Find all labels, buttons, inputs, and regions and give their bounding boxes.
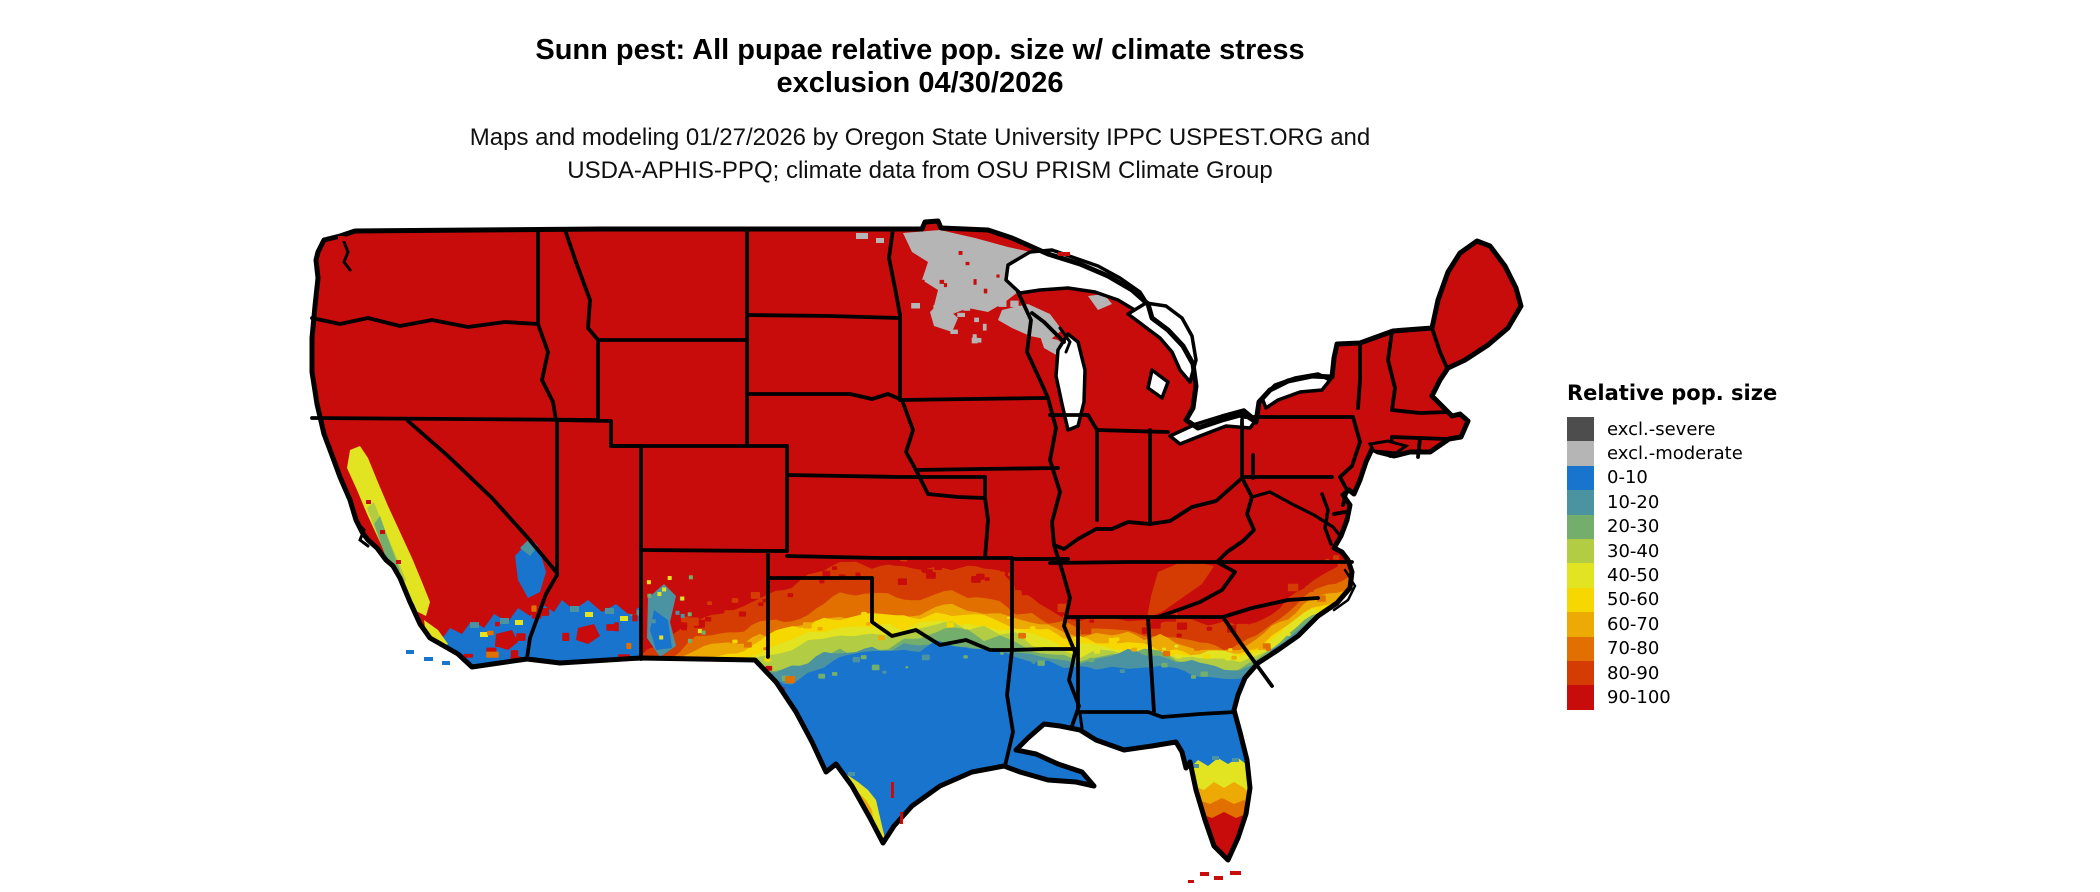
legend-label: 70-80 xyxy=(1607,638,1660,660)
legend-item: 20-30 xyxy=(1567,514,1777,539)
legend-swatch xyxy=(1567,417,1594,442)
page-subtitle-line1: Maps and modeling 01/27/2026 by Oregon S… xyxy=(469,124,1371,151)
channel-islands xyxy=(424,657,433,661)
legend-swatch xyxy=(1567,514,1594,539)
potomac-river xyxy=(1250,490,1343,539)
isle-royale xyxy=(1058,252,1070,256)
legend-label: excl.-severe xyxy=(1607,418,1716,440)
green-bay xyxy=(1058,326,1072,354)
page-title-line2: exclusion 04/30/2026 xyxy=(776,67,1064,99)
legend-item: 40-50 xyxy=(1567,563,1777,588)
legend-label: 60-70 xyxy=(1607,613,1660,635)
legend-swatch xyxy=(1567,490,1594,515)
islands xyxy=(338,236,1410,883)
florida-keys xyxy=(1230,871,1241,875)
legend-item: 90-100 xyxy=(1567,685,1777,710)
legend-label: 50-60 xyxy=(1607,589,1660,611)
legend-swatch xyxy=(1567,538,1594,564)
legend-item: excl.-severe xyxy=(1567,417,1777,442)
chesapeake-bay xyxy=(1320,492,1333,546)
legend-swatch xyxy=(1567,660,1594,686)
lake-huron-thumb-gap xyxy=(1146,368,1170,400)
legend-item: 30-40 xyxy=(1567,538,1777,564)
page-title-line1: Sunn pest: All pupae relative pop. size … xyxy=(535,34,1305,66)
legend-item: 0-10 xyxy=(1567,465,1777,491)
florida-keys xyxy=(1200,872,1209,876)
state-borders xyxy=(310,227,1450,768)
page-subtitle-line2: USDA-APHIS-PPQ; climate data from OSU PR… xyxy=(567,157,1273,184)
florida-keys xyxy=(1214,876,1223,880)
legend-swatch xyxy=(1567,563,1594,588)
long-island xyxy=(1367,439,1410,455)
legend-label: 30-40 xyxy=(1607,540,1660,562)
page-title: Sunn pest: All pupae relative pop. size … xyxy=(0,34,1840,100)
conus-outline xyxy=(309,218,1524,863)
legend-swatch xyxy=(1567,441,1594,466)
legend-item: 80-90 xyxy=(1567,660,1777,686)
legend-label: 80-90 xyxy=(1607,662,1660,684)
mobile-bay xyxy=(1078,712,1084,730)
legend-label: 40-50 xyxy=(1607,565,1660,587)
legend-title: Relative pop. size xyxy=(1567,381,1778,405)
channel-islands xyxy=(406,650,414,654)
legend-label: 0-10 xyxy=(1607,467,1648,489)
legend-label: 10-20 xyxy=(1607,491,1660,513)
legend-swatch xyxy=(1567,612,1594,637)
legend-label: 90-100 xyxy=(1607,686,1671,708)
florida-keys xyxy=(1188,880,1194,883)
legend-rows: excl.-severe excl.-moderate 0-10 10-20 20-30… xyxy=(1567,417,1777,710)
legend-swatch xyxy=(1567,636,1594,661)
legend-label: 20-30 xyxy=(1607,516,1660,538)
legend-swatch xyxy=(1567,465,1594,491)
legend-item: 50-60 xyxy=(1567,587,1777,613)
legend-item: 60-70 xyxy=(1567,612,1777,637)
legend-item: 10-20 xyxy=(1567,490,1777,515)
san-juan-islands xyxy=(338,236,345,241)
puget-sound xyxy=(342,240,352,272)
texas-barrier-island xyxy=(891,782,894,798)
legend-label: excl.-moderate xyxy=(1607,443,1743,465)
legend-item: 70-80 xyxy=(1567,636,1777,661)
page-subtitle: Maps and modeling 01/27/2026 by Oregon S… xyxy=(0,121,1840,187)
new-mexico-valley xyxy=(646,575,706,657)
legend-item: excl.-moderate xyxy=(1567,441,1777,466)
legend-swatch xyxy=(1567,685,1594,710)
southwest-region xyxy=(438,538,641,667)
legend-swatch xyxy=(1567,587,1594,613)
channel-islands xyxy=(442,661,450,665)
texas-barrier-island xyxy=(900,812,903,824)
map-legend: Relative pop. size excl.-severe excl.-mod… xyxy=(1567,381,1777,710)
